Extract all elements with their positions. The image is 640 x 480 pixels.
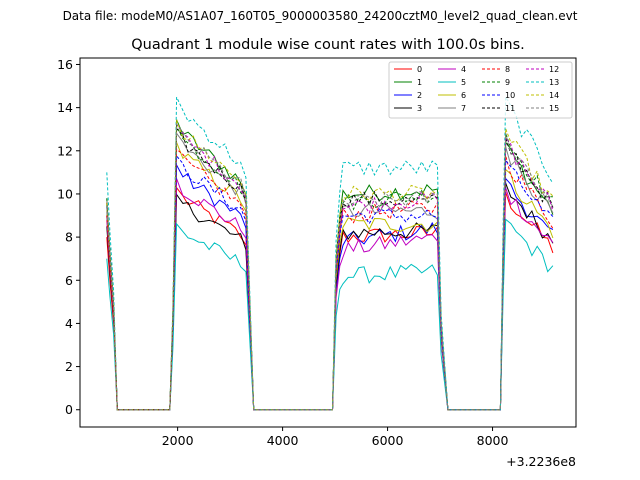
legend-label: 4: [461, 65, 466, 74]
y-tick-label: 2: [65, 359, 73, 374]
y-tick-label: 16: [57, 57, 73, 72]
legend-label: 3: [417, 104, 422, 113]
x-tick-label: 6000: [372, 433, 404, 448]
legend-label: 14: [549, 91, 559, 100]
legend-label: 10: [505, 91, 515, 100]
legend-label: 0: [417, 65, 422, 74]
y-tick-label: 12: [57, 143, 73, 158]
series-layer: [106, 95, 554, 411]
y-tick-label: 6: [65, 273, 73, 288]
series-line-15: [106, 122, 554, 411]
x-tick-label: 2000: [162, 433, 194, 448]
series-line-5: [106, 218, 554, 411]
y-tick-label: 14: [57, 100, 73, 115]
x-axis: 2000 4000 6000 8000: [162, 427, 509, 448]
y-tick-label: 10: [57, 186, 73, 201]
x-tick-label: 4000: [267, 433, 299, 448]
legend-box: [388, 61, 573, 119]
legend-label: 5: [461, 78, 466, 87]
chart-title: Quadrant 1 module wise count rates with …: [131, 37, 525, 53]
y-tick-label: 8: [65, 230, 73, 245]
legend-label: 15: [549, 104, 559, 113]
figure-suptitle: Data file: modeM0/AS1A07_160T05_90000035…: [63, 9, 578, 23]
legend-label: 6: [461, 91, 466, 100]
legend-label: 9: [505, 78, 510, 87]
legend-label: 2: [417, 91, 422, 100]
legend-label: 12: [549, 65, 559, 74]
y-axis: 0 2 4 6 8 10 12 14 16: [57, 57, 80, 417]
series-line-13: [106, 95, 554, 411]
series-line-10: [106, 154, 554, 411]
y-tick-label: 0: [65, 402, 73, 417]
x-offset-label: +3.2236e8: [506, 454, 576, 469]
x-tick-label: 8000: [477, 433, 509, 448]
legend-label: 8: [505, 65, 510, 74]
legend-label: 7: [461, 104, 466, 113]
series-line-14: [106, 119, 554, 411]
y-tick-label: 4: [65, 316, 73, 331]
plot-area: [80, 58, 576, 427]
legend-label: 13: [549, 78, 559, 87]
legend-label: 1: [417, 78, 422, 87]
series-line-12: [106, 122, 554, 411]
axes-frame: [79, 57, 577, 428]
legend-label: 11: [505, 104, 515, 113]
